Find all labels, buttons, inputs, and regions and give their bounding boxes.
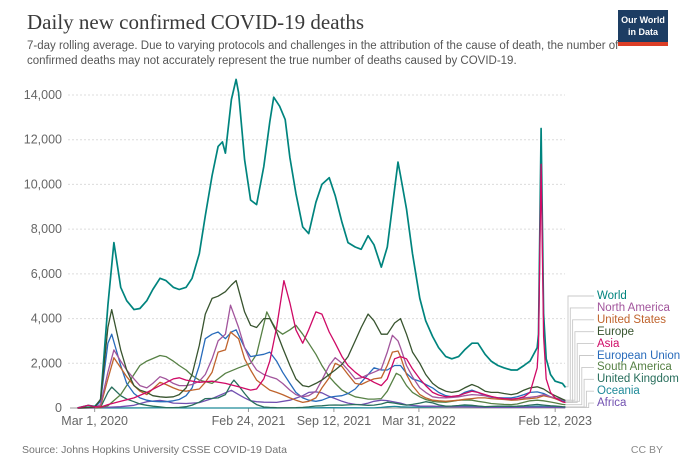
owid-logo-line1: Our World	[621, 15, 665, 25]
legend-connector	[566, 295, 594, 388]
legend-connector	[566, 307, 594, 401]
y-tick-label: 2,000	[31, 356, 62, 370]
legend-item-asia[interactable]: Asia	[597, 337, 620, 350]
legend-item-south-america[interactable]: South America	[597, 361, 672, 374]
legend-item-world[interactable]: World	[597, 290, 627, 302]
series-line-africa[interactable]	[77, 389, 566, 409]
legend-item-oceania[interactable]: Oceania	[597, 385, 640, 398]
series-line-south-america[interactable]	[77, 311, 566, 409]
legend-connector	[566, 343, 594, 403]
chart-title: Daily new confirmed COVID-19 deaths	[27, 10, 365, 34]
y-tick-label: 0	[55, 401, 62, 415]
source-link[interactable]: Source: Johns Hopkins University CSSE CO…	[22, 444, 287, 456]
legend-item-european-union[interactable]: European Union	[597, 349, 681, 362]
y-tick-label: 12,000	[24, 133, 62, 147]
legend-item-united-states[interactable]: United States	[597, 313, 667, 326]
license-link[interactable]: CC BY	[630, 444, 663, 456]
y-tick-label: 8,000	[31, 222, 62, 236]
series-line-asia[interactable]	[77, 163, 566, 409]
series-line-united-states[interactable]	[77, 331, 566, 409]
owid-logo[interactable]: Our World in Data	[618, 10, 668, 47]
legend-item-north-america[interactable]: North America	[597, 301, 670, 314]
legend-item-africa[interactable]: Africa	[597, 397, 627, 410]
series-line-europe[interactable]	[77, 279, 566, 409]
y-tick-label: 10,000	[24, 177, 62, 191]
series-line-world[interactable]	[77, 78, 566, 409]
chart-subtitle: 7-day rolling average. Due to varying pr…	[27, 40, 619, 68]
legend-item-europe[interactable]: Europe	[597, 325, 635, 338]
x-tick-label: Feb 24, 2021	[212, 414, 286, 428]
plot-area[interactable]	[78, 82, 565, 408]
y-tick-label: 6,000	[31, 267, 62, 281]
x-tick-label: Mar 31, 2022	[382, 414, 456, 428]
x-tick-label: Feb 12, 2023	[518, 414, 592, 428]
legend-connector	[566, 355, 594, 402]
legend-connector	[566, 331, 594, 401]
legend-connector	[566, 366, 594, 406]
series-line-united-kingdom[interactable]	[77, 379, 566, 409]
legend-connector	[566, 402, 594, 409]
x-tick-label: Mar 1, 2020	[61, 414, 128, 428]
legend-item-united-kingdom[interactable]: United Kingdom	[597, 373, 679, 386]
x-tick-label: Sep 12, 2021	[297, 414, 371, 428]
y-tick-label: 14,000	[24, 88, 62, 102]
owid-logo-line2: in Data	[627, 26, 658, 37]
y-tick-label: 4,000	[31, 312, 62, 326]
